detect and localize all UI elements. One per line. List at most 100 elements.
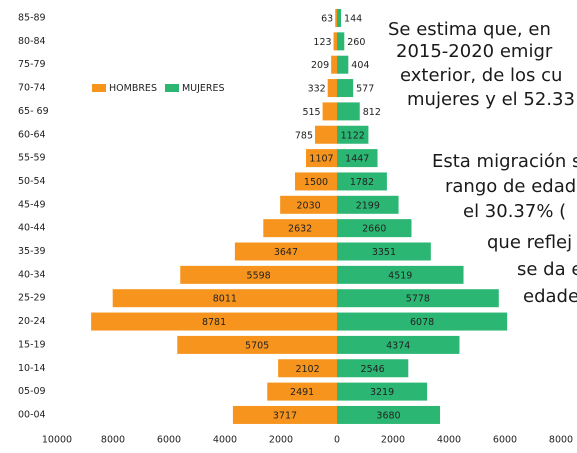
bar (337, 335, 460, 354)
age-label: 05-09 (18, 386, 46, 397)
value-label: 2102 (295, 364, 319, 375)
value-label: 404 (351, 60, 369, 71)
age-label: 65- 69 (18, 106, 49, 117)
paragraph-line: mujeres y el 52.33 (407, 89, 575, 110)
bar (337, 32, 345, 51)
value-label: 577 (356, 84, 374, 95)
x-tick-label: 6000 (157, 435, 181, 446)
bar (267, 382, 337, 401)
bar (112, 289, 337, 308)
bar (278, 359, 337, 378)
legend-label: MUJERES (182, 83, 225, 94)
bar (315, 125, 337, 144)
value-label: 4374 (386, 340, 410, 351)
paragraph-line: se da e (517, 259, 577, 280)
value-label: 63 (321, 14, 333, 25)
value-label: 123 (313, 37, 331, 48)
bar (333, 32, 337, 51)
value-label: 785 (295, 130, 313, 141)
paragraph-line: el 30.37% ( (463, 201, 566, 222)
bar (337, 289, 499, 308)
value-label: 3680 (376, 410, 400, 421)
x-tick-label: 4000 (213, 435, 237, 446)
bar (280, 195, 337, 214)
value-label: 144 (344, 14, 362, 25)
bar (337, 219, 412, 238)
paragraph-line: edade (523, 286, 577, 307)
paragraph-line: rango de edad (445, 176, 576, 197)
bar (337, 242, 431, 261)
age-label: 70-74 (18, 83, 46, 94)
value-label: 332 (308, 84, 326, 95)
bar (322, 102, 337, 121)
bar (91, 312, 338, 331)
value-label: 2199 (356, 200, 380, 211)
value-label: 3717 (273, 410, 297, 421)
bar (337, 172, 387, 191)
x-tick-label: 0 (334, 435, 340, 446)
paragraph-line: Esta migración s (432, 151, 577, 172)
bar (337, 55, 349, 74)
age-label: 60-64 (18, 129, 46, 140)
x-tick-label: 8000 (101, 435, 125, 446)
x-tick-label: 4000 (437, 435, 461, 446)
value-label: 2491 (290, 387, 314, 398)
x-tick-label: 6000 (493, 435, 517, 446)
value-label: 812 (363, 107, 381, 118)
value-label: 5705 (245, 340, 269, 351)
value-label: 2632 (288, 224, 312, 235)
value-label: 6078 (410, 317, 434, 328)
value-label: 1122 (341, 130, 365, 141)
bar (337, 102, 360, 121)
x-tick-label: 2000 (381, 435, 405, 446)
age-label: 10-14 (18, 363, 46, 374)
value-label: 4519 (388, 270, 412, 281)
legend-label: HOMBRES (109, 83, 157, 94)
bar (335, 9, 337, 27)
value-label: 8011 (213, 294, 237, 305)
value-label: 5598 (247, 270, 271, 281)
bar (337, 125, 369, 144)
bar (177, 335, 337, 354)
age-label: 85-89 (18, 13, 46, 24)
age-label: 45-49 (18, 199, 46, 210)
value-label: 2660 (362, 224, 386, 235)
value-label: 2546 (361, 364, 385, 375)
bar (232, 405, 337, 424)
age-label: 35-39 (18, 246, 46, 257)
bar (306, 149, 337, 168)
bar (337, 405, 441, 424)
age-label: 15-19 (18, 339, 46, 350)
bar (337, 312, 508, 331)
value-label: 3351 (372, 247, 396, 258)
x-tick-label: 2000 (269, 435, 293, 446)
x-tick-label: 10000 (42, 435, 72, 446)
age-label: 75-79 (18, 59, 46, 70)
paragraph-line: 2015-2020 emigr (396, 41, 553, 62)
bar (337, 265, 464, 284)
bar (337, 359, 409, 378)
paragraph-line: exterior, de los cu (400, 65, 562, 86)
value-label: 1782 (350, 177, 374, 188)
bar (337, 382, 428, 401)
age-label: 40-44 (18, 223, 46, 234)
value-label: 1107 (309, 154, 333, 165)
value-label: 260 (347, 37, 365, 48)
value-label: 8781 (202, 317, 226, 328)
age-label: 50-54 (18, 176, 46, 187)
age-label: 00-04 (18, 409, 46, 420)
value-label: 3219 (370, 387, 394, 398)
value-label: 1500 (304, 177, 328, 188)
legend-swatch (164, 84, 179, 92)
paragraph-line: Se estima que, en (388, 19, 551, 40)
bar (337, 79, 354, 98)
bar (180, 265, 337, 284)
value-label: 3647 (274, 247, 298, 258)
x-tick-label: 8000 (549, 435, 573, 446)
bar (331, 55, 337, 74)
value-label: 2030 (296, 200, 320, 211)
bar (327, 79, 337, 98)
bar (234, 242, 337, 261)
age-label: 55-59 (18, 153, 46, 164)
value-label: 1447 (345, 154, 369, 165)
